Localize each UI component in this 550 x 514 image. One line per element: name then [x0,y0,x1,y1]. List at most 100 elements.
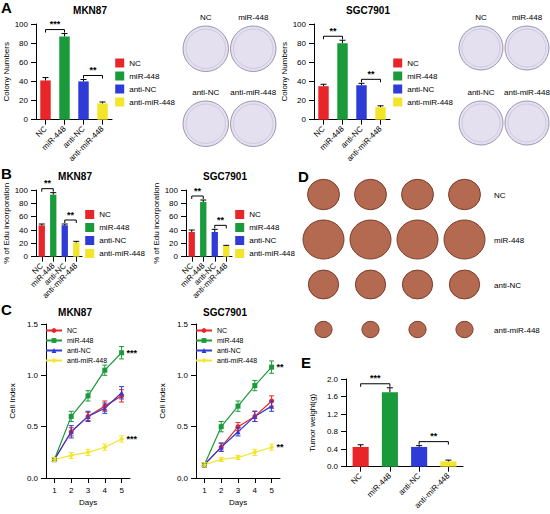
svg-text:80: 80 [297,39,306,48]
svg-text:SGC7901: SGC7901 [203,307,247,318]
svg-text:miR-448: miR-448 [512,13,543,22]
svg-text:anti-NC: anti-NC [249,236,276,245]
svg-text:Cell Index: Cell Index [158,383,167,419]
svg-text:80: 80 [19,39,28,48]
svg-text:anti-miR-448: anti-miR-448 [413,471,452,510]
svg-text:0: 0 [24,252,29,261]
svg-text:0.0: 0.0 [27,474,39,483]
svg-text:anti-NC: anti-NC [467,88,494,97]
svg-text:miR-448: miR-448 [407,72,438,81]
svg-text:NC: NC [475,13,487,22]
svg-text:NC: NC [99,210,111,219]
svg-text:SGC7901: SGC7901 [346,5,390,16]
svg-text:***: *** [127,348,138,358]
svg-text:40: 40 [19,77,28,86]
svg-text:100: 100 [15,186,29,195]
svg-text:Colony Numbers: Colony Numbers [280,42,289,102]
svg-text:20: 20 [169,239,178,248]
svg-text:Days: Days [79,498,97,507]
svg-text:anti-NC: anti-NC [407,85,434,94]
svg-text:0: 0 [174,252,179,261]
svg-text:anti-miR-448: anti-miR-448 [67,357,107,364]
svg-text:100: 100 [165,186,179,195]
svg-text:**: ** [89,65,97,75]
svg-text:MKN87: MKN87 [58,171,92,182]
svg-text:0.5: 0.5 [27,422,39,431]
svg-text:4: 4 [253,486,258,495]
svg-text:***: *** [50,19,61,29]
svg-text:NC: NC [249,210,261,219]
svg-text:anti-miR-448: anti-miR-448 [494,326,540,335]
svg-text:20: 20 [19,239,28,248]
svg-text:***: *** [127,434,138,444]
svg-text:Colony Numbers: Colony Numbers [2,42,11,102]
svg-text:100: 100 [293,20,307,29]
svg-text:2.0: 2.0 [327,375,339,384]
svg-text:miR-448: miR-448 [365,471,393,499]
svg-text:60: 60 [19,212,28,221]
svg-text:anti-NC: anti-NC [67,347,91,354]
svg-text:60: 60 [169,212,178,221]
svg-text:0: 0 [24,115,29,124]
svg-text:20: 20 [297,96,306,105]
svg-text:miR-448: miR-448 [238,13,269,22]
svg-text:***: *** [370,373,381,383]
svg-text:0: 0 [302,115,307,124]
svg-text:100: 100 [15,20,29,29]
svg-text:miR-448: miR-448 [40,124,68,152]
svg-text:40: 40 [169,226,178,235]
svg-text:MKN87: MKN87 [58,307,92,318]
svg-text:NC: NC [34,124,49,139]
svg-text:3: 3 [236,486,241,495]
svg-text:40: 40 [19,226,28,235]
svg-text:Cell Index: Cell Index [8,383,17,419]
svg-text:NC: NC [200,13,212,22]
svg-text:**: ** [217,215,225,225]
svg-text:60: 60 [297,58,306,67]
svg-text:0.0: 0.0 [327,462,339,471]
svg-text:miR-448: miR-448 [318,124,346,152]
svg-text:NC: NC [217,327,227,334]
svg-text:anti-miR-448: anti-miR-448 [345,124,384,163]
svg-text:**: ** [277,442,285,452]
svg-text:anti-NC: anti-NC [494,281,521,290]
svg-text:0.5: 0.5 [177,422,189,431]
svg-text:miR-448: miR-448 [494,236,525,245]
svg-text:5: 5 [119,486,124,495]
svg-text:1.2: 1.2 [327,410,339,419]
svg-text:anti-miR-448: anti-miR-448 [67,124,106,163]
svg-text:80: 80 [19,199,28,208]
svg-text:NC: NC [494,191,506,200]
svg-text:**: ** [367,69,375,79]
svg-text:1.0: 1.0 [177,371,189,380]
svg-text:anti-miR-448: anti-miR-448 [129,98,175,107]
svg-text:**: ** [430,431,438,441]
svg-text:80: 80 [169,199,178,208]
svg-text:miR-448: miR-448 [129,72,160,81]
svg-text:anti-NC: anti-NC [397,471,423,497]
svg-text:SGC7901: SGC7901 [203,171,247,182]
svg-text:1.5: 1.5 [27,320,39,329]
svg-text:Days: Days [229,498,247,507]
svg-text:1.6: 1.6 [327,392,339,401]
svg-text:Tumor weight(g): Tumor weight(g) [308,394,317,452]
svg-text:**: ** [194,186,202,196]
svg-text:% of Edu incorporation: % of Edu incorporation [152,183,161,264]
svg-text:anti-miR-448: anti-miR-448 [99,249,145,258]
svg-text:anti-NC: anti-NC [217,347,241,354]
svg-text:anti-NC: anti-NC [192,88,219,97]
svg-text:1: 1 [52,486,57,495]
svg-text:0.0: 0.0 [177,474,189,483]
svg-text:4: 4 [103,486,108,495]
svg-text:20: 20 [19,96,28,105]
svg-text:NC: NC [407,59,419,68]
svg-text:**: ** [329,26,337,36]
svg-text:40: 40 [297,77,306,86]
svg-text:0.4: 0.4 [327,445,339,454]
svg-text:anti-miR-448: anti-miR-448 [504,88,550,97]
svg-text:anti-miR-448: anti-miR-448 [41,261,80,300]
svg-text:anti-miR-448: anti-miR-448 [191,261,230,300]
svg-text:miR-448: miR-448 [99,223,130,232]
svg-text:anti-miR-448: anti-miR-448 [230,88,276,97]
svg-text:**: ** [44,178,52,188]
